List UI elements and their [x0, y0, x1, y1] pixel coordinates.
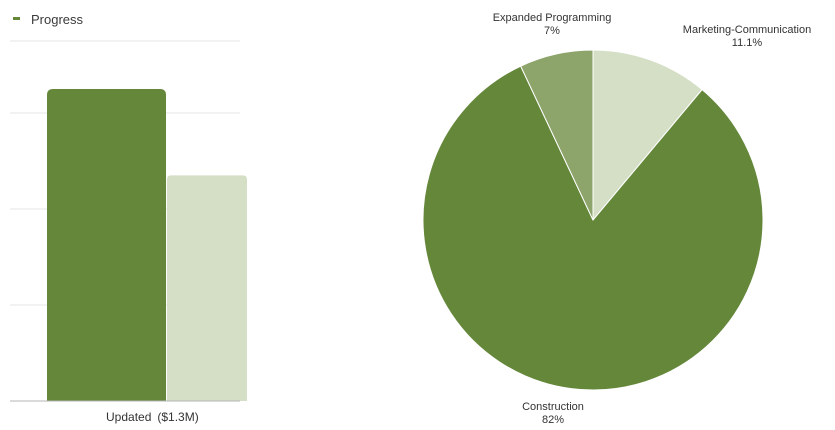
bar-category-label-amount: ($1.3M) — [157, 410, 199, 424]
legend-label-progress: Progress — [31, 12, 84, 27]
pie-label-name: Expanded Programming — [492, 12, 612, 24]
pie-label-name: Construction — [522, 401, 584, 413]
pie-label-expanded-programming: Expanded Programming 7% — [493, 12, 612, 38]
pie-slice-marketing-communication — [592, 49, 703, 222]
bar-category-label-updated: Updated — [106, 410, 152, 424]
pie-label-value: 7% — [544, 25, 560, 37]
bar-mark-1 — [167, 175, 247, 401]
bar-mark-0 — [47, 89, 166, 401]
pie-slice-expanded-programming — [520, 49, 594, 221]
legend-swatch-progress — [13, 17, 20, 20]
pie-label-value: 11.1% — [731, 37, 763, 49]
bar-series — [47, 89, 247, 401]
bar-category-label: Updated ($1.3M) — [106, 410, 205, 424]
pie-slice-construction — [422, 65, 764, 391]
pie-label-marketing-communication: Marketing-Communication 11.1% — [683, 24, 811, 50]
pie-label-value: 82% — [541, 414, 565, 426]
pie-label-name: Marketing-Communication — [682, 24, 812, 36]
pie-chart — [422, 49, 764, 391]
pie-label-construction: Construction 82% — [522, 401, 584, 427]
